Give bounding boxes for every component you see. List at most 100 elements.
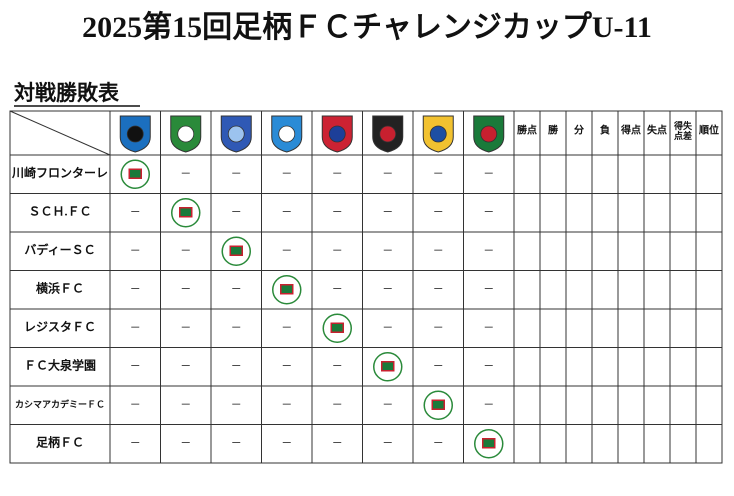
team-name: 足柄ＦＣ	[36, 435, 84, 450]
emblem-flag	[179, 207, 193, 218]
result-cell: －	[382, 245, 393, 257]
team-name: ＳＣＨ.ＦＣ	[28, 205, 91, 219]
logo-emblem	[328, 125, 346, 143]
host-emblem	[272, 275, 302, 305]
title: 2025第15回足柄ＦＣチャレンジカップU-11	[82, 10, 652, 44]
result-cell: －	[180, 399, 191, 411]
logo-emblem	[177, 125, 195, 143]
result-cell: －	[332, 206, 343, 218]
result-cell: －	[281, 437, 292, 449]
result-cell: －	[180, 437, 191, 449]
result-cell: －	[382, 283, 393, 295]
result-cell: －	[332, 283, 343, 295]
team-logo	[321, 115, 353, 153]
subtitle: 対戦勝敗表	[14, 81, 120, 105]
team-name: カシマアカデミーＦＣ	[15, 398, 105, 409]
result-cell: －	[180, 283, 191, 295]
stat-header: 順位	[698, 123, 719, 136]
result-cell: －	[180, 168, 191, 180]
result-cell: －	[231, 399, 242, 411]
logo-emblem	[429, 125, 447, 143]
result-cell: －	[382, 206, 393, 218]
result-cell: －	[332, 245, 343, 257]
result-cell: －	[130, 322, 141, 334]
host-emblem	[120, 159, 150, 189]
stat-header: 負	[600, 123, 610, 136]
emblem-flag	[280, 284, 294, 295]
host-emblem	[474, 429, 504, 459]
stat-header: 勝	[548, 123, 559, 136]
team-name: 川崎フロンターレ	[11, 165, 108, 180]
result-cell: －	[231, 360, 242, 372]
result-cell: －	[180, 360, 191, 372]
team-logo	[170, 115, 202, 153]
result-cell: －	[130, 360, 141, 372]
result-cell: －	[433, 245, 444, 257]
emblem-flag	[128, 168, 142, 179]
team-name: 横浜ＦＣ	[36, 281, 84, 296]
result-cell: －	[332, 437, 343, 449]
result-cell: －	[130, 283, 141, 295]
result-cell: －	[281, 168, 292, 180]
team-logo	[119, 115, 151, 153]
result-cell: －	[433, 283, 444, 295]
result-cell: －	[231, 437, 242, 449]
result-cell: －	[483, 168, 494, 180]
result-cell: －	[382, 322, 393, 334]
result-cell: －	[130, 437, 141, 449]
result-cell: －	[483, 360, 494, 372]
emblem-flag	[229, 245, 243, 256]
result-cell: －	[231, 322, 242, 334]
emblem-flag	[381, 361, 395, 372]
emblem-flag	[482, 438, 496, 449]
team-logo	[422, 115, 454, 153]
team-name: レジスタＦＣ	[24, 320, 96, 334]
result-cell: －	[130, 206, 141, 218]
result-cell: －	[332, 360, 343, 372]
result-cell: －	[130, 399, 141, 411]
stat-header: 失点	[647, 123, 667, 136]
corner-diagonal	[9, 110, 111, 156]
stat-header: 分	[574, 123, 584, 136]
result-cell: －	[281, 360, 292, 372]
stat-header: 得点	[620, 123, 641, 136]
result-cell: －	[483, 283, 494, 295]
result-cell: －	[281, 399, 292, 411]
stat-header: 得失点差	[673, 120, 693, 141]
result-cell: －	[332, 399, 343, 411]
result-cell: －	[231, 168, 242, 180]
logo-emblem	[126, 125, 144, 143]
result-cell: －	[433, 206, 444, 218]
result-cell: －	[382, 437, 393, 449]
team-logo	[473, 115, 505, 153]
emblem-flag	[431, 399, 445, 410]
result-cell: －	[382, 399, 393, 411]
logo-emblem	[480, 125, 498, 143]
result-cell: －	[281, 245, 292, 257]
result-cell: －	[281, 206, 292, 218]
team-name: バディーＳＣ	[24, 242, 95, 257]
logo-emblem	[379, 125, 397, 143]
result-cell: －	[180, 245, 191, 257]
result-cell: －	[483, 322, 494, 334]
stat-header: 勝点	[517, 123, 537, 136]
result-cell: －	[382, 168, 393, 180]
result-cell: －	[281, 322, 292, 334]
result-cell: －	[433, 437, 444, 449]
result-cell: －	[483, 206, 494, 218]
result-cell: －	[433, 168, 444, 180]
result-cell: －	[332, 168, 343, 180]
result-cell: －	[180, 322, 191, 334]
result-cell: －	[483, 245, 494, 257]
result-cell: －	[130, 245, 141, 257]
result-cell: －	[483, 399, 494, 411]
host-emblem	[171, 198, 201, 228]
team-logo	[220, 115, 252, 153]
result-cell: －	[231, 206, 242, 218]
result-cell: －	[433, 322, 444, 334]
logo-emblem	[227, 125, 245, 143]
result-cell: －	[433, 360, 444, 372]
emblem-flag	[330, 322, 344, 333]
team-logo	[372, 115, 404, 153]
